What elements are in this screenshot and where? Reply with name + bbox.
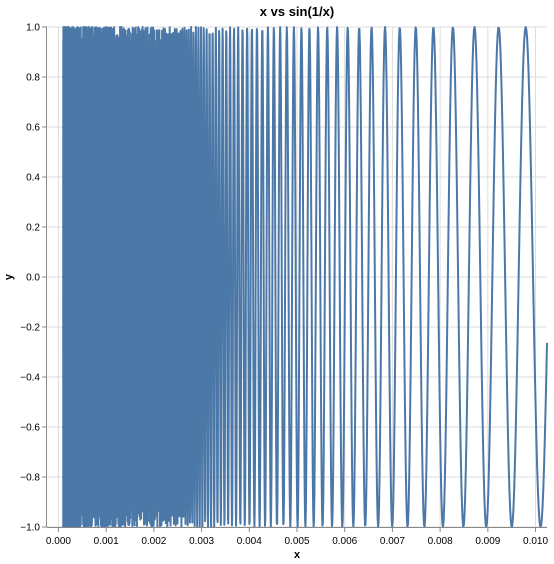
x-tick-label: 0.002 [141, 536, 166, 547]
x-tick-label: 0.008 [428, 536, 453, 547]
x-tick-label: 0.009 [475, 536, 500, 547]
x-tick-label: 0.007 [380, 536, 405, 547]
x-axis-title: x [294, 549, 301, 561]
y-tick-label: 0.0 [26, 273, 40, 284]
y-tick-label: 0.4 [26, 173, 40, 184]
x-tick-label: 0.001 [94, 536, 119, 547]
y-tick-label: −0.8 [20, 473, 40, 484]
x-tick-label: 0.000 [46, 536, 71, 547]
series-layer [62, 26, 548, 528]
y-tick-label: −0.6 [20, 423, 40, 434]
x-tick-label: 0.010 [523, 536, 548, 547]
y-tick-label: 0.2 [26, 223, 40, 234]
x-tick-label: 0.006 [332, 536, 357, 547]
axes: 0.000 0.001 0.002 0.003 0.004 0.005 0.006 0.007… [20, 23, 548, 548]
y-tick-label: 0.6 [26, 123, 40, 134]
y-tick-label: 0.8 [26, 73, 40, 84]
y-tick-label: −0.4 [20, 373, 40, 384]
chart-title: x vs sin(1/x) [260, 4, 334, 19]
series-line [62, 26, 548, 528]
x-tick-label: 0.004 [237, 536, 262, 547]
x-tick-label: 0.005 [284, 536, 309, 547]
y-tick-label: −1.0 [20, 523, 40, 534]
x-tick-label: 0.003 [189, 536, 214, 547]
y-tick-label: 1.0 [26, 23, 40, 34]
y-tick-label: −0.2 [20, 323, 40, 334]
y-axis-title: y [3, 273, 15, 280]
